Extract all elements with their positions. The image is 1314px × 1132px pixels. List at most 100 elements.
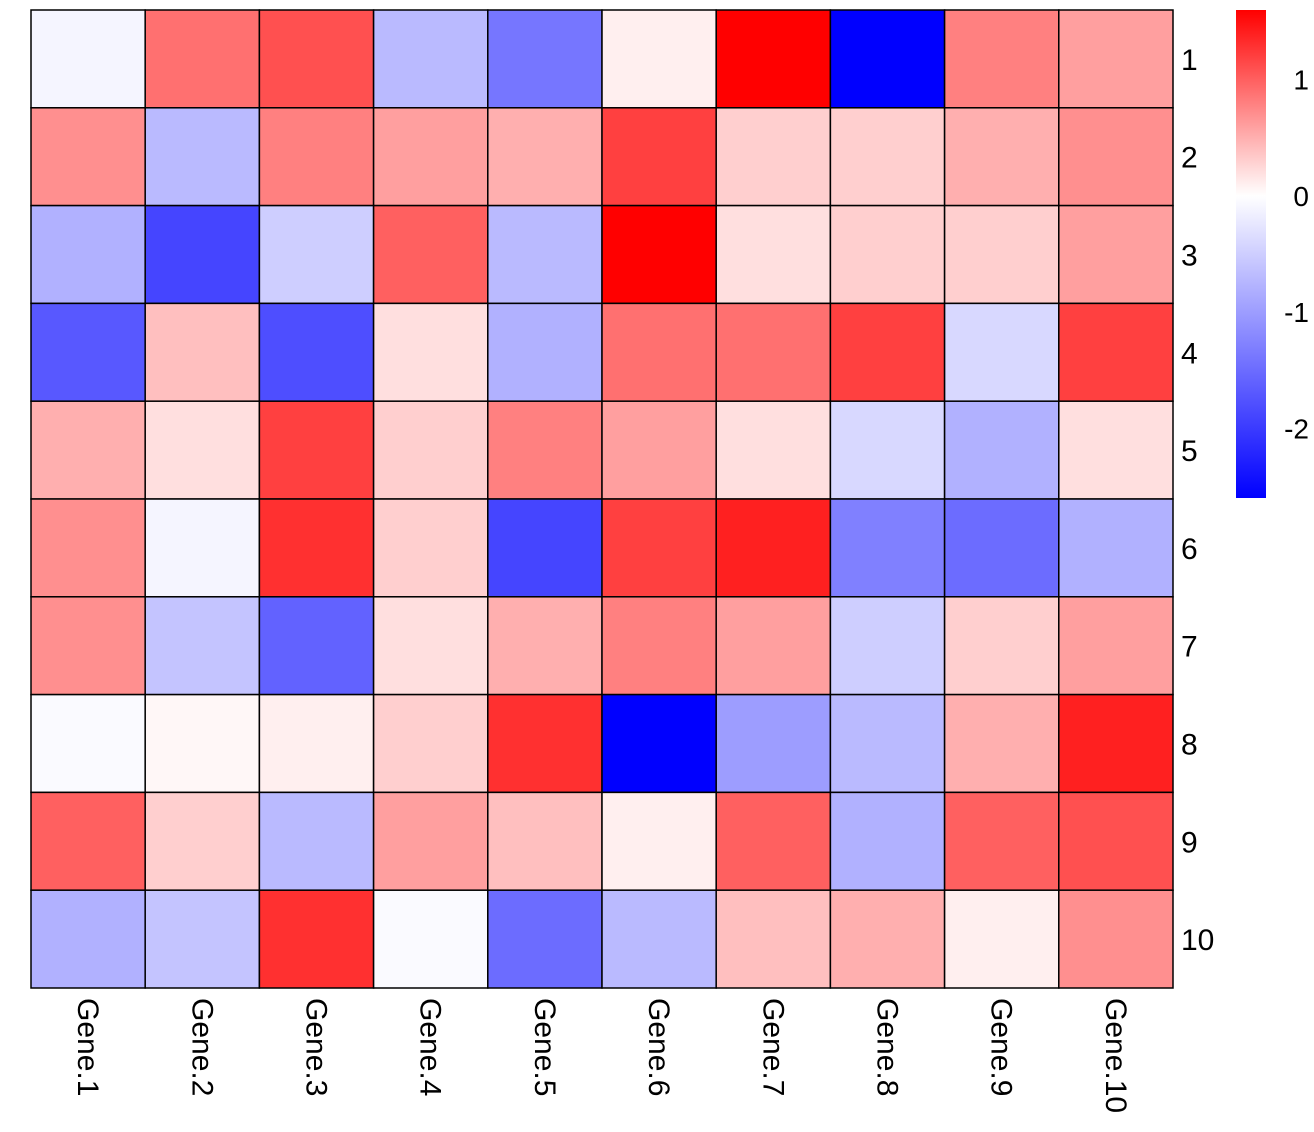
heatmap-cell — [258, 791, 375, 891]
heatmap-cell — [144, 204, 261, 305]
heatmap-cell — [372, 889, 489, 989]
heatmap-cell — [829, 302, 946, 402]
heatmap-cell — [829, 204, 946, 305]
heatmap-cell — [715, 596, 832, 696]
heatmap-cell — [1058, 204, 1174, 305]
heatmap-cell — [258, 498, 375, 598]
column-label: Gene.3 — [300, 998, 333, 1096]
heatmap-cell — [372, 9, 489, 109]
row-labels: 1 2 3 4 5 6 7 8 9 10 — [1181, 44, 1214, 957]
heatmap-cell — [144, 693, 261, 794]
heatmap-cell — [943, 693, 1060, 794]
row-label: 10 — [1181, 924, 1214, 957]
heatmap-cell — [943, 9, 1060, 109]
heatmap-cell — [258, 107, 375, 207]
heatmap-cell — [715, 302, 832, 402]
column-label: Gene.5 — [528, 998, 561, 1096]
column-label: Gene.10 — [1099, 998, 1132, 1113]
heatmap-cell — [258, 9, 375, 109]
heatmap-cell — [1058, 596, 1174, 696]
heatmap-cell — [715, 498, 832, 598]
row-label: 9 — [1181, 826, 1198, 859]
heatmap-cell — [372, 596, 489, 696]
heatmap-cell — [144, 498, 261, 598]
heatmap-cell — [1058, 400, 1174, 500]
heatmap-cell — [144, 9, 261, 109]
heatmap-cell — [30, 693, 146, 794]
heatmap-cell — [258, 400, 375, 500]
heatmap-cell — [715, 791, 832, 891]
column-label: Gene.7 — [756, 998, 789, 1096]
heatmap-cell — [1058, 791, 1174, 891]
heatmap-cell — [829, 498, 946, 598]
heatmap-cell — [30, 400, 146, 500]
colorbar — [1236, 10, 1266, 498]
heatmap-cell — [1058, 9, 1174, 109]
heatmap-cell — [144, 889, 261, 989]
colorbar-tick-label: 0 — [1293, 181, 1309, 212]
heatmap-cell — [487, 302, 603, 402]
heatmap-cell — [829, 791, 946, 891]
heatmap-cell — [601, 302, 717, 402]
row-label: 6 — [1181, 533, 1198, 566]
heatmap-cell — [258, 596, 375, 696]
heatmap-cell — [144, 107, 261, 207]
heatmap-cell — [487, 889, 603, 989]
heatmap-cell — [601, 596, 717, 696]
heatmap-cell — [30, 9, 146, 109]
heatmap-cell — [30, 302, 146, 402]
heatmap-cell — [829, 400, 946, 500]
heatmap-cell — [829, 9, 946, 109]
heatmap-cell — [601, 204, 717, 305]
heatmap-cell — [943, 400, 1060, 500]
heatmap-cell — [715, 400, 832, 500]
heatmap-cell — [715, 693, 832, 794]
heatmap-cell — [943, 889, 1060, 989]
row-label: 7 — [1181, 631, 1198, 664]
heatmap-cell — [829, 596, 946, 696]
heatmap-cell — [487, 400, 603, 500]
row-label: 5 — [1181, 435, 1198, 468]
heatmap-cell — [1058, 889, 1174, 989]
heatmap-cell — [487, 693, 603, 794]
heatmap-cell — [715, 107, 832, 207]
column-label: Gene.2 — [185, 998, 218, 1096]
heatmap-cell — [372, 791, 489, 891]
heatmap-cell — [715, 889, 832, 989]
heatmap-cell — [601, 889, 717, 989]
heatmap-cell — [601, 693, 717, 794]
colorbar-ticks: 1 0 -1 -2 — [1284, 65, 1309, 445]
heatmap-cell — [829, 693, 946, 794]
colorbar-tick-label: -1 — [1284, 297, 1309, 328]
heatmap-cell — [601, 400, 717, 500]
heatmap-cell — [943, 791, 1060, 891]
heatmap-cell — [487, 498, 603, 598]
heatmap-cell — [144, 791, 261, 891]
heatmap-cell — [372, 498, 489, 598]
heatmap-cell — [1058, 302, 1174, 402]
row-label: 1 — [1181, 44, 1198, 77]
heatmap-cell — [943, 498, 1060, 598]
heatmap-cell — [258, 889, 375, 989]
heatmap-cell — [487, 596, 603, 696]
heatmap-cell — [943, 596, 1060, 696]
heatmap-cell — [487, 204, 603, 305]
heatmap-cell — [715, 9, 832, 109]
column-label: Gene.8 — [871, 998, 904, 1096]
row-label: 4 — [1181, 337, 1198, 370]
heatmap-cell — [144, 596, 261, 696]
heatmap-cell — [258, 302, 375, 402]
heatmap-cell — [487, 9, 603, 109]
column-label: Gene.4 — [414, 998, 447, 1096]
heatmap-cell — [144, 400, 261, 500]
column-labels: Gene.1 Gene.2 Gene.3 Gene.4 Gene.5 Gene.6 Gene… — [71, 998, 1132, 1113]
heatmap-cell — [1058, 693, 1174, 794]
heatmap-cell — [258, 204, 375, 305]
heatmap-cell — [487, 791, 603, 891]
heatmap-cell — [829, 889, 946, 989]
heatmap-cell — [372, 693, 489, 794]
heatmap-cell — [715, 204, 832, 305]
heatmap-cell — [372, 107, 489, 207]
heatmap-cell — [30, 204, 146, 305]
